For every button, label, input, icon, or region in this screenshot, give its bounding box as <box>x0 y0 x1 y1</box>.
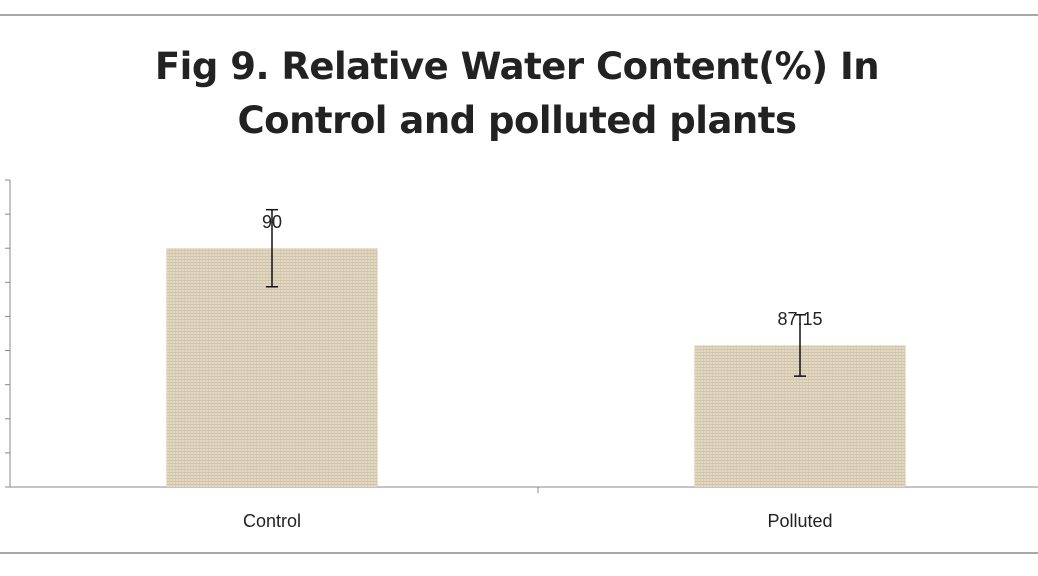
x-tick-label: Control <box>243 511 301 531</box>
chart-title: Fig 9. Relative Water Content(%) In Cont… <box>154 45 880 142</box>
value-label: 87.15 <box>777 309 822 329</box>
x-tick-label: Polluted <box>767 511 832 531</box>
value-label: 90 <box>262 212 282 232</box>
bar <box>166 248 378 487</box>
